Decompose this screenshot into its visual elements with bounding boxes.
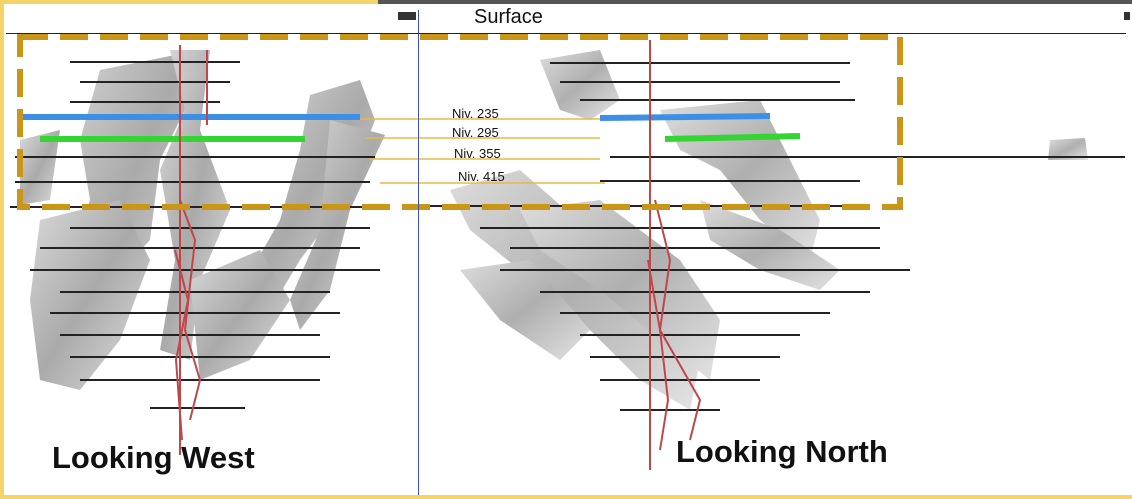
focus-box xyxy=(17,34,903,210)
label-leaders xyxy=(360,118,605,184)
view-label-north: Looking North xyxy=(676,434,888,469)
level-label-235: Niv. 235 xyxy=(452,106,499,121)
surface-label: Surface xyxy=(474,6,543,28)
level-295-highlight xyxy=(40,133,801,142)
surface-marker-left xyxy=(398,12,416,20)
level-drifts-north xyxy=(430,62,1125,411)
level-drifts-west xyxy=(10,61,380,409)
level-label-355: Niv. 355 xyxy=(454,146,501,161)
level-label-415: Niv. 415 xyxy=(458,169,505,184)
surface-marker-right xyxy=(1124,12,1130,20)
shaft-north xyxy=(647,40,702,470)
view-divider xyxy=(418,10,419,495)
shaft-west xyxy=(174,45,208,455)
view-label-west: Looking West xyxy=(52,440,255,475)
top-bar xyxy=(378,0,1132,4)
level-235-highlight xyxy=(18,113,771,121)
level-label-295: Niv. 295 xyxy=(452,125,499,140)
surface-line xyxy=(6,33,1126,34)
